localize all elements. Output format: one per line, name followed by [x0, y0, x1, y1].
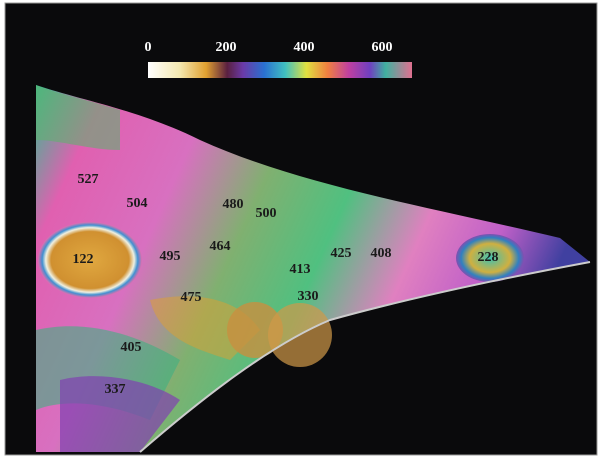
- retardation-label: 464: [210, 239, 231, 254]
- retardation-label: 495: [160, 249, 181, 264]
- colorbar-tick-label: 0: [145, 40, 152, 55]
- colorbar-tick-label: 400: [294, 40, 315, 55]
- colorbar-tick-label: 600: [372, 40, 393, 55]
- retardation-label: 330: [298, 289, 319, 304]
- retardation-label: 527: [78, 172, 99, 187]
- photo: 0 200 400 600 527 504 480 500 122 495 464 413 425 408…: [0, 0, 604, 458]
- retardation-label: 500: [256, 206, 277, 221]
- colorbar-tick-label: 200: [216, 40, 237, 55]
- retardation-label: 228: [478, 250, 499, 265]
- retardation-label: 413: [290, 262, 311, 277]
- retardation-label: 122: [73, 252, 94, 267]
- retardation-label: 425: [331, 246, 352, 261]
- retardation-label: 405: [121, 340, 142, 355]
- retardation-label: 337: [105, 382, 126, 397]
- retardation-label: 408: [371, 246, 392, 261]
- retardation-label: 475: [181, 290, 202, 305]
- retardation-label: 504: [127, 196, 148, 211]
- colorbar: [148, 62, 412, 78]
- page: 0 200 400 600 527 504 480 500 122 495 464 413 425 408…: [0, 0, 604, 458]
- retardation-label: 480: [223, 197, 244, 212]
